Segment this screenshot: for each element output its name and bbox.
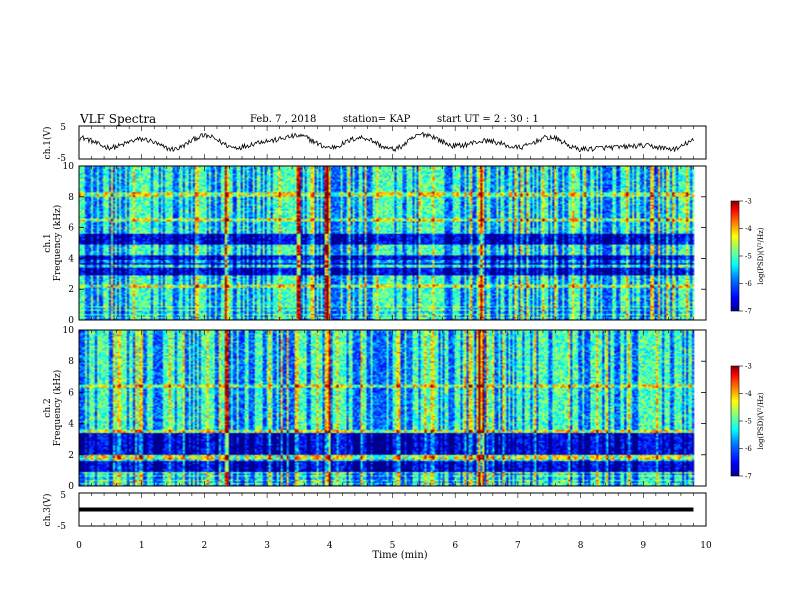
ch1-ytick-top: 5 [60,123,66,133]
ch2-spectrogram-ylabel-2: Frequency (kHz) [52,370,63,447]
x-axis-label: Time (min) [372,550,427,561]
ch2-colorbar: -3 -4 -5 -6 -7 log(PSD)(V²/Hz) [730,363,765,481]
ch1-waveform-panel: 5 -5 ch.1(V) [42,123,707,164]
x-tick-label-1: 1 [139,541,145,551]
ch1-spectrogram-ytick-2: 2 [68,285,74,295]
ch1-spectrogram-ylabel-2: Frequency (kHz) [52,205,63,282]
ch1-spectrogram-ytick-4: 4 [68,254,74,264]
ch1-ytick-bottom: -5 [57,154,66,164]
ch2-colorbar-bar [730,365,740,477]
ch1-spectrogram-panel: 0 2 4 6 8 10 ch.1 Frequency (kHz) -3 -4 -5 -6 -7 … [43,162,765,326]
ch2-spectrogram-ytick-10: 10 [63,326,75,336]
ch2-spectrogram-ytick-2: 2 [68,451,74,461]
x-tick-label-5: 5 [390,541,396,551]
ch1-colorbar-tick--6: -6 [745,280,752,288]
chart-title: VLF Spectra [79,112,156,126]
x-tick-label-3: 3 [264,541,270,551]
ch1-ylabel: ch.1(V) [42,127,53,160]
ch3-ytick-bottom: -5 [57,522,66,532]
ch1-spectrogram-ylabel-1: ch.1 [43,233,53,252]
start-time-label: start UT = 2 : 30 : 1 [437,114,539,125]
x-tick-label-9: 9 [640,541,646,551]
ch3-ytick-top: 5 [60,491,66,501]
ch2-colorbar-label: log(PSD)(V²/Hz) [757,392,765,449]
ch2-colorbar-tick--5: -5 [745,418,752,426]
ch1-colorbar-label: log(PSD)(V²/Hz) [757,227,765,284]
ch2-spectrogram-ylabel-1: ch.2 [43,398,53,417]
ch1-spectrogram-ytick-6: 6 [68,224,74,234]
ch1-spectrogram-ytick-8: 8 [68,193,74,203]
ch2-spectrogram-ytick-4: 4 [68,420,74,430]
ch1-spectrogram-ytick-10: 10 [63,162,75,172]
ch1-colorbar-tick--4: -4 [745,225,752,233]
x-tick-label-6: 6 [452,541,458,551]
ch1-colorbar-ticks: -3 -4 -5 -6 -7 [739,198,752,316]
ch1-spectrogram-yticks: 0 2 4 6 8 10 [63,162,706,326]
ch2-colorbar-ticks: -3 -4 -5 -6 -7 [739,363,752,481]
ch1-colorbar-tick--5: -5 [745,253,752,261]
ch2-spectrogram-yticks: 0 2 4 6 8 10 [63,326,706,492]
ch2-spectrogram-ytick-0: 0 [68,482,74,492]
x-tick-label-2: 2 [202,541,208,551]
ch2-spectrogram-heatmap [79,330,706,486]
x-tick-label-10: 10 [700,541,712,551]
ch1-colorbar-tick--3: -3 [745,198,752,206]
ch3-waveform-panel: 5 -5 ch.3(V) [42,491,707,532]
date-label: Feb. 7 , 2018 [250,114,316,125]
ch1-colorbar-tick--7: -7 [745,308,752,316]
x-tick-label-8: 8 [578,541,584,551]
ch2-colorbar-tick--6: -6 [745,445,752,453]
ch2-colorbar-tick--4: -4 [745,390,752,398]
ch1-spectrogram-heatmap [79,166,706,320]
ch2-colorbar-tick--3: -3 [745,363,752,371]
ch1-colorbar-bar [730,200,740,312]
ch3-ylabel: ch.3(V) [42,494,53,527]
ch1-colorbar: -3 -4 -5 -6 -7 log(PSD)(V²/Hz) [730,198,765,316]
ch2-spectrogram-ytick-6: 6 [68,388,74,398]
ch1-spectrogram-ytick-0: 0 [68,316,74,326]
x-tick-label-7: 7 [515,541,521,551]
ch1-waveform-line [79,131,694,153]
station-label: station= KAP [343,114,411,125]
ch2-spectrogram-panel: 0 2 4 6 8 10 ch.2 Frequency (kHz) -3 -4 -5 -6 -7 … [43,326,765,492]
x-tick-label-0: 0 [76,541,82,551]
x-tick-label-4: 4 [327,541,333,551]
ch1-waveform-frame [78,125,707,160]
x-axis-ticks: 0 1 2 3 4 5 6 7 8 9 10 [76,126,712,551]
ch2-spectrogram-ytick-8: 8 [68,357,74,367]
ch2-colorbar-tick--7: -7 [745,473,752,481]
